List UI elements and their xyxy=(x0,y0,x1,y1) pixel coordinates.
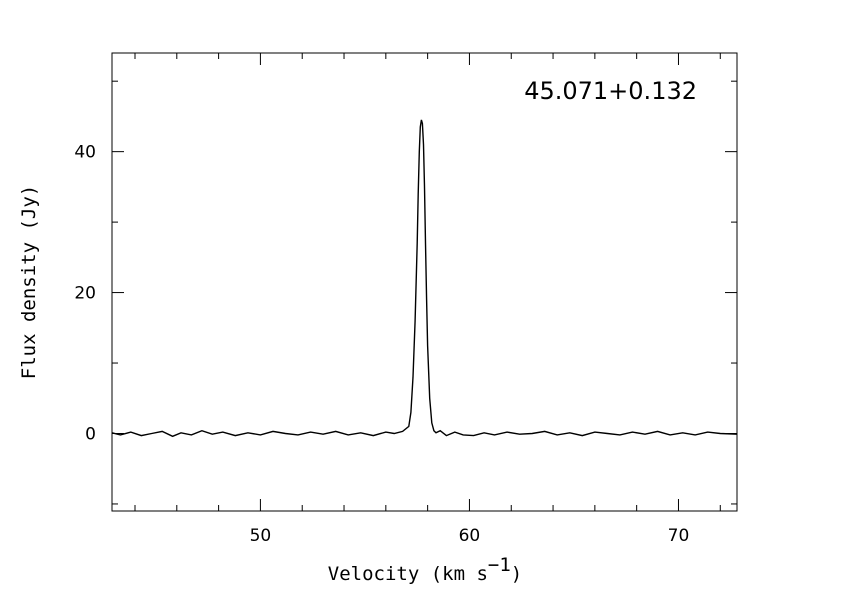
plot-frame xyxy=(111,52,738,512)
chart-title: 45.071+0.132 xyxy=(524,77,697,105)
x-axis-label-superscript: −1 xyxy=(488,554,511,576)
x-axis-label: Velocity (km s−1) xyxy=(328,554,523,585)
y-tick-label: 0 xyxy=(85,424,96,444)
x-tick-label: 70 xyxy=(668,526,690,546)
y-tick-label: 40 xyxy=(74,143,96,163)
y-tick-label: 20 xyxy=(74,284,96,304)
x-axis-label-main: Velocity (km s xyxy=(328,563,488,585)
y-axis-label: Flux density (Jy) xyxy=(18,185,40,379)
series-line xyxy=(111,119,738,438)
x-tick-label: 50 xyxy=(250,526,272,546)
tick-labels: 50 60 70 0 20 40 xyxy=(74,143,689,546)
axis-ticks xyxy=(112,53,737,511)
x-axis-label-close: ) xyxy=(511,563,522,585)
x-tick-label: 60 xyxy=(459,526,481,546)
